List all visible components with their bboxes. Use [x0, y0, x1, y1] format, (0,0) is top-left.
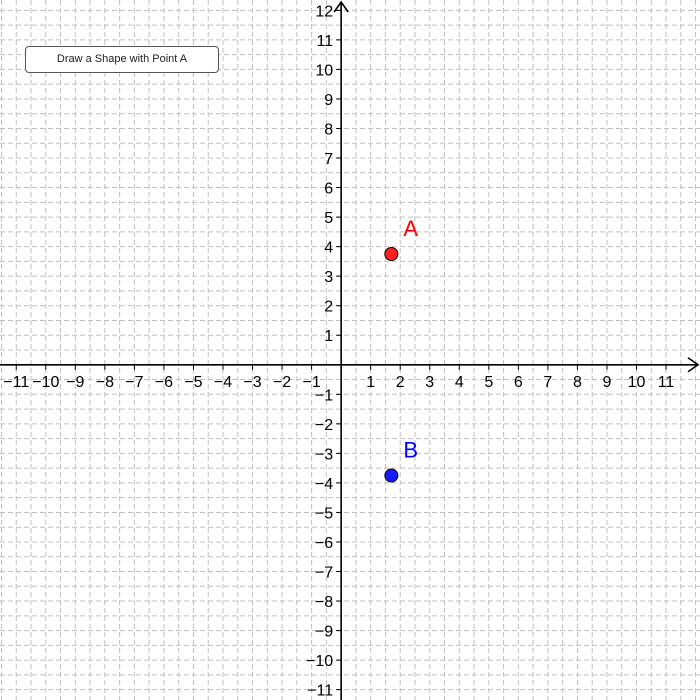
point-a[interactable]	[384, 247, 399, 262]
point-b[interactable]	[384, 468, 399, 483]
y-tick-label: 1	[324, 328, 333, 345]
x-tick-label: −11	[3, 374, 29, 391]
y-tick-label: −8	[315, 594, 333, 611]
x-tick-label: −8	[96, 374, 114, 391]
tick-labels: −11 −10 −9 −8 −7 −6 −5 −4 −3 −2 −1 1 2 3 4 5 6 7 8 9 10 11−11…	[3, 3, 674, 699]
x-tick-label: 9	[603, 374, 612, 391]
x-tick-label: 4	[455, 374, 464, 391]
y-tick-label: 8	[324, 121, 333, 138]
y-tick-label: 6	[324, 181, 333, 198]
x-axis-arrow	[687, 357, 700, 373]
x-tick-label: −6	[155, 374, 173, 391]
y-tick-label: −7	[315, 565, 333, 582]
x-tick-label: −9	[66, 374, 84, 391]
y-tick-label: −1	[315, 387, 333, 404]
x-tick-label: −1	[302, 374, 320, 391]
x-tick-label: −10	[32, 374, 59, 391]
y-tick-label: 4	[324, 240, 333, 257]
x-tick-label: 2	[396, 374, 405, 391]
y-tick-label: 12	[315, 3, 333, 20]
y-tick-label: −2	[315, 417, 333, 434]
point-b-label: B	[403, 438, 418, 463]
draw-shape-button[interactable]: Draw a Shape with Point A	[25, 46, 219, 73]
y-tick-label: −11	[307, 683, 333, 700]
x-tick-label: −2	[273, 374, 291, 391]
y-tick-label: 5	[324, 210, 333, 227]
x-tick-label: 7	[543, 374, 552, 391]
y-tick-label: −6	[315, 535, 333, 552]
x-tick-label: −5	[184, 374, 202, 391]
y-tick-label: 10	[315, 62, 333, 79]
x-tick-label: −4	[214, 374, 232, 391]
x-tick-label: 6	[514, 374, 523, 391]
y-axis-arrow	[333, 0, 349, 13]
y-tick-label: −9	[315, 624, 333, 641]
point-a-label: A	[403, 216, 418, 241]
y-tick-label: −4	[315, 476, 333, 493]
x-tick-label: 1	[366, 374, 375, 391]
y-tick-label: 7	[324, 151, 333, 168]
x-tick-label: 11	[658, 374, 675, 391]
y-tick-label: 11	[317, 33, 334, 50]
y-tick-label: −3	[315, 446, 333, 463]
x-tick-label: 3	[425, 374, 434, 391]
y-tick-label: 2	[324, 299, 333, 316]
y-tick-label: 9	[324, 92, 333, 109]
x-tick-label: 5	[484, 374, 493, 391]
x-tick-label: −7	[125, 374, 143, 391]
x-tick-label: 8	[573, 374, 582, 391]
y-tick-label: −10	[306, 653, 333, 670]
x-tick-label: 10	[628, 374, 646, 391]
y-tick-label: −5	[315, 505, 333, 522]
y-tick-label: 3	[324, 269, 333, 286]
points: AB	[384, 216, 418, 483]
x-tick-label: −3	[243, 374, 261, 391]
